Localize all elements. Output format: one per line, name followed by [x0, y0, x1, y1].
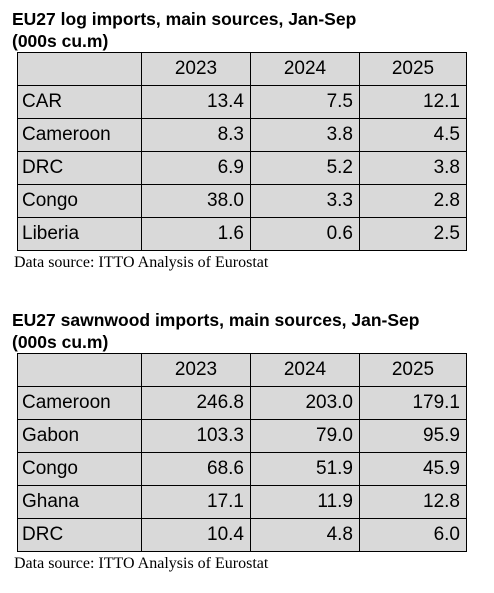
- table-row: Gabon 103.3 79.0 95.9: [17, 419, 467, 453]
- title-unit: (000s cu.m): [12, 332, 109, 352]
- sawnwood-imports-section: EU27 sawnwood imports, main sources, Jan…: [12, 309, 490, 574]
- country-cell: Liberia: [17, 217, 142, 251]
- country-cell: Cameroon: [17, 118, 142, 152]
- value-cell: 17.1: [141, 485, 251, 519]
- value-cell: 51.9: [250, 452, 360, 486]
- value-cell: 3.3: [250, 184, 360, 218]
- value-cell: 3.8: [250, 118, 360, 152]
- value-cell: 11.9: [250, 485, 360, 519]
- title-unit: (000s cu.m): [12, 31, 109, 51]
- header-cell: 2023: [141, 353, 251, 387]
- table-row: Cameroon 8.3 3.8 4.5: [17, 118, 467, 152]
- value-cell: 2.8: [359, 184, 467, 218]
- value-cell: 179.1: [359, 386, 467, 420]
- data-source-note: Data source: ITTO Analysis of Eurostat: [14, 254, 269, 271]
- header-cell: [17, 52, 142, 86]
- value-cell: 12.1: [359, 85, 467, 119]
- value-cell: 5.2: [250, 151, 360, 185]
- table-row: Ghana 17.1 11.9 12.8: [17, 485, 467, 519]
- value-cell: 246.8: [141, 386, 251, 420]
- country-cell: DRC: [17, 518, 142, 552]
- log-imports-table: 2023 2024 2025 CAR 13.4 7.5 12.1 Cameroo…: [17, 52, 467, 251]
- value-cell: 95.9: [359, 419, 467, 453]
- country-cell: DRC: [17, 151, 142, 185]
- country-cell: Cameroon: [17, 386, 142, 420]
- value-cell: 79.0: [250, 419, 360, 453]
- country-cell: Congo: [17, 184, 142, 218]
- value-cell: 7.5: [250, 85, 360, 119]
- value-cell: 68.6: [141, 452, 251, 486]
- value-cell: 4.5: [359, 118, 467, 152]
- country-cell: Ghana: [17, 485, 142, 519]
- table-row: CAR 13.4 7.5 12.1: [17, 85, 467, 119]
- header-cell: 2025: [359, 52, 467, 86]
- value-cell: 6.0: [359, 518, 467, 552]
- value-cell: 6.9: [141, 151, 251, 185]
- value-cell: 203.0: [250, 386, 360, 420]
- value-cell: 3.8: [359, 151, 467, 185]
- value-cell: 103.3: [141, 419, 251, 453]
- value-cell: 8.3: [141, 118, 251, 152]
- header-cell: 2025: [359, 353, 467, 387]
- country-cell: CAR: [17, 85, 142, 119]
- sawnwood-imports-table: 2023 2024 2025 Cameroon 246.8 203.0 179.…: [17, 353, 467, 552]
- table-row: Cameroon 246.8 203.0 179.1: [17, 386, 467, 420]
- table-row: DRC 6.9 5.2 3.8: [17, 151, 467, 185]
- header-cell: [17, 353, 142, 387]
- title-line: EU27 sawnwood imports, main sources, Jan…: [12, 310, 420, 330]
- table-row: Liberia 1.6 0.6 2.5: [17, 217, 467, 251]
- header-cell: 2024: [250, 353, 360, 387]
- table-row: Congo 68.6 51.9 45.9: [17, 452, 467, 486]
- value-cell: 12.8: [359, 485, 467, 519]
- log-imports-section: EU27 log imports, main sources, Jan-Sep …: [12, 8, 490, 273]
- log-imports-title: EU27 log imports, main sources, Jan-Sep …: [12, 8, 490, 52]
- value-cell: 13.4: [141, 85, 251, 119]
- country-cell: Congo: [17, 452, 142, 486]
- sawnwood-imports-title: EU27 sawnwood imports, main sources, Jan…: [12, 309, 490, 353]
- title-line: EU27 log imports, main sources, Jan-Sep: [12, 9, 357, 29]
- table-row: DRC 10.4 4.8 6.0: [17, 518, 467, 552]
- value-cell: 38.0: [141, 184, 251, 218]
- value-cell: 2.5: [359, 217, 467, 251]
- value-cell: 45.9: [359, 452, 467, 486]
- country-cell: Gabon: [17, 419, 142, 453]
- header-row: 2023 2024 2025: [17, 52, 467, 86]
- value-cell: 1.6: [141, 217, 251, 251]
- header-cell: 2024: [250, 52, 360, 86]
- value-cell: 0.6: [250, 217, 360, 251]
- header-cell: 2023: [141, 52, 251, 86]
- data-source-note: Data source: ITTO Analysis of Eurostat: [14, 555, 269, 572]
- table-row: Congo 38.0 3.3 2.8: [17, 184, 467, 218]
- value-cell: 4.8: [250, 518, 360, 552]
- header-row: 2023 2024 2025: [17, 353, 467, 387]
- value-cell: 10.4: [141, 518, 251, 552]
